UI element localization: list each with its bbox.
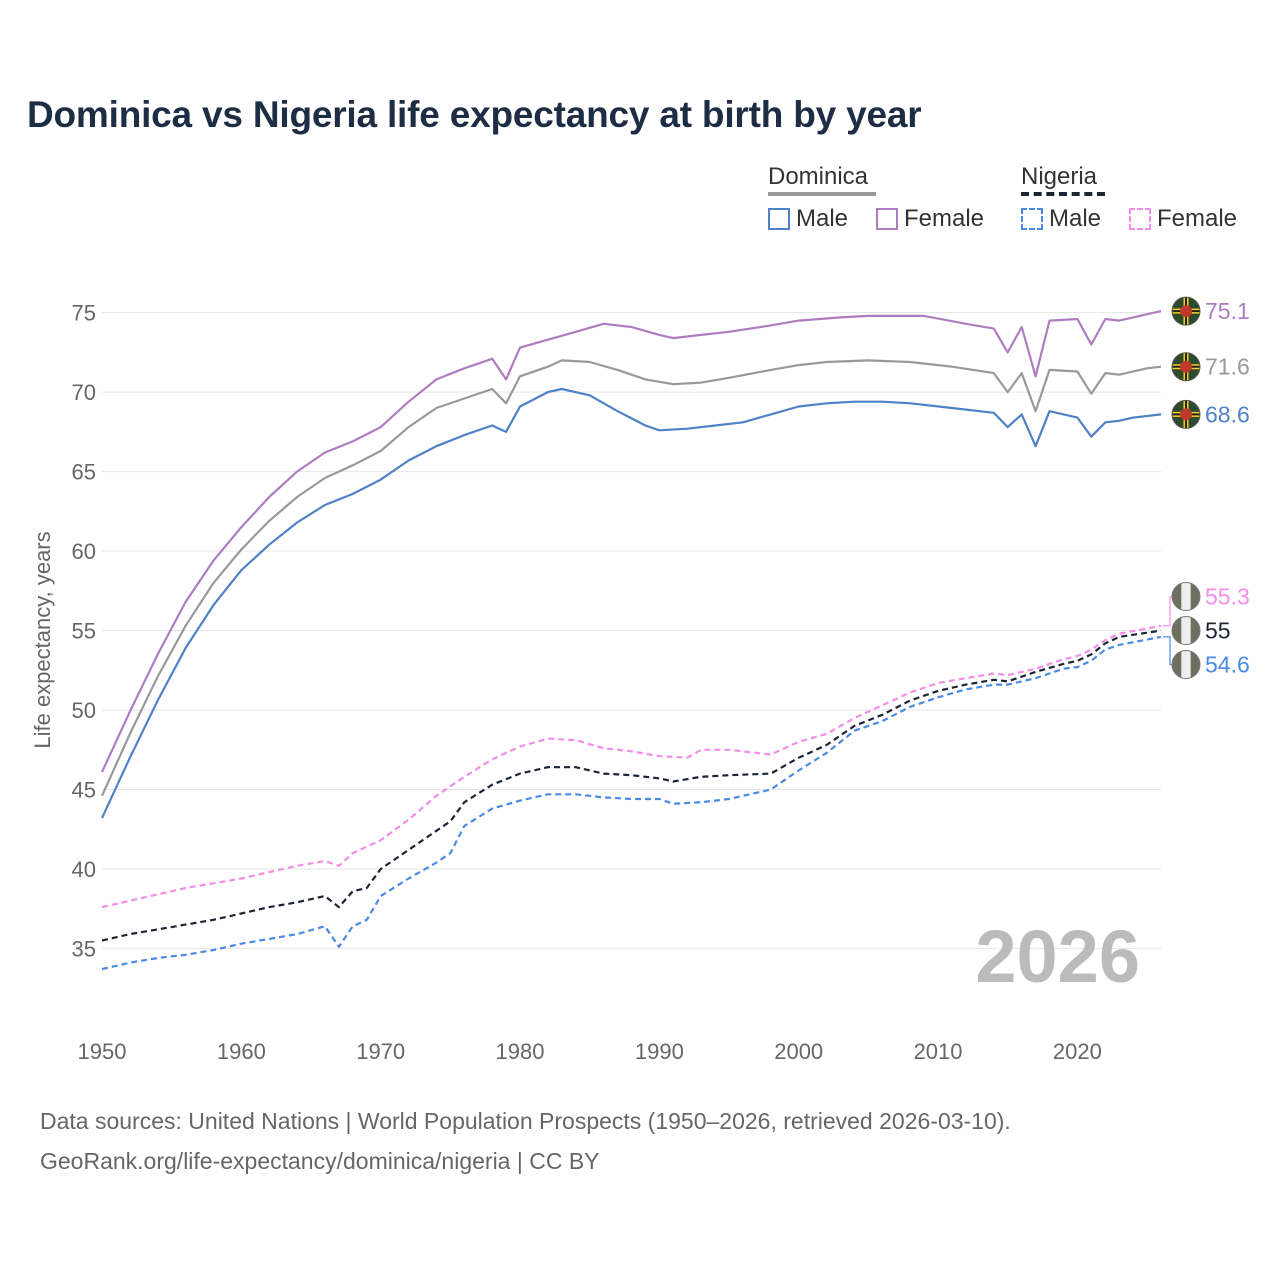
flag-dominica-icon [1171, 352, 1201, 382]
flag-nigeria-icon [1171, 616, 1201, 646]
end-label-connector [1163, 636, 1172, 666]
source-line-2: GeoRank.org/life-expectancy/dominica/nig… [40, 1148, 600, 1174]
x-tick-label: 1950 [78, 1039, 127, 1064]
x-tick-label: 1980 [496, 1039, 545, 1064]
legend-nigeria-female[interactable]: Female [1129, 205, 1237, 233]
x-tick-label: 2010 [914, 1039, 963, 1064]
series-nigeria-female[interactable] [101, 624, 1162, 909]
x-tick-label: 2000 [774, 1039, 823, 1064]
end-value-label: 75.1 [1205, 298, 1250, 324]
y-tick-label: 40 [72, 857, 96, 882]
end-labels: 75.1 71.6 68.6 55.3 55 54.6 [1163, 296, 1250, 680]
end-value-label: 55.3 [1205, 584, 1250, 610]
chart-title: Dominica vs Nigeria life expectancy at b… [27, 94, 922, 135]
legend-nigeria-title: Nigeria [1021, 163, 1105, 196]
legend-label: Male [796, 205, 849, 232]
legend-nigeria-line [1021, 192, 1105, 196]
series-dominica-female[interactable] [101, 310, 1162, 773]
year-watermark: 2026 [975, 915, 1140, 998]
series-lines [100, 310, 1162, 971]
y-tick-label: 75 [72, 301, 96, 326]
series-dominica-male[interactable] [101, 387, 1162, 819]
end-value-label: 55 [1205, 618, 1231, 644]
x-axis-ticks: 1950 1960 1970 1980 1990 2000 2010 2020 [78, 1039, 1102, 1064]
legend-label: Male [1049, 205, 1102, 232]
y-tick-label: 50 [72, 698, 96, 723]
source-line-1: Data sources: United Nations | World Pop… [40, 1108, 1011, 1134]
flag-nigeria-icon [1171, 650, 1201, 680]
x-tick-label: 2020 [1053, 1039, 1102, 1064]
y-tick-label: 65 [72, 460, 96, 485]
y-axis-label: Life expectancy, years [30, 531, 55, 748]
grid-lines [102, 312, 1161, 949]
legend-label: Female [1157, 205, 1238, 232]
legend-swatch-dominica-male [768, 208, 790, 230]
flag-nigeria-icon [1171, 582, 1201, 612]
end-value-label: 71.6 [1205, 354, 1250, 380]
y-tick-label: 70 [72, 380, 96, 405]
y-axis-ticks: 35 40 45 50 55 60 65 70 75 [72, 301, 96, 962]
legend-swatch-nigeria-female [1129, 208, 1151, 230]
end-value-label: 68.6 [1205, 401, 1250, 427]
flag-dominica-icon [1171, 296, 1201, 326]
legend-swatch-dominica-female [876, 208, 898, 230]
x-tick-label: 1990 [635, 1039, 684, 1064]
end-label-connector [1163, 595, 1172, 627]
series-dominica-total[interactable] [100, 359, 1162, 797]
legend-dominica-title: Dominica [768, 163, 876, 196]
x-tick-label: 1960 [217, 1039, 266, 1064]
legend-dominica-female[interactable]: Female [876, 205, 984, 233]
legend-label: Female [904, 205, 985, 232]
legend-nigeria-male[interactable]: Male [1021, 205, 1101, 233]
line-chart: 35 40 45 50 55 60 65 70 75 1950 1960 1970 1980 1990 2… [30, 296, 1250, 1064]
end-value-label: 54.6 [1205, 652, 1250, 678]
legend-swatch-nigeria-male [1021, 208, 1043, 230]
series-nigeria-total[interactable] [101, 629, 1162, 942]
y-tick-label: 60 [72, 539, 96, 564]
legend-dominica-male[interactable]: Male [768, 205, 848, 233]
series-nigeria-male[interactable] [101, 635, 1162, 971]
x-tick-label: 1970 [356, 1039, 405, 1064]
flag-dominica-icon [1171, 399, 1201, 429]
y-tick-label: 35 [72, 936, 96, 961]
y-tick-label: 55 [72, 619, 96, 644]
legend-dominica-line [768, 192, 876, 196]
y-tick-label: 45 [72, 777, 96, 802]
